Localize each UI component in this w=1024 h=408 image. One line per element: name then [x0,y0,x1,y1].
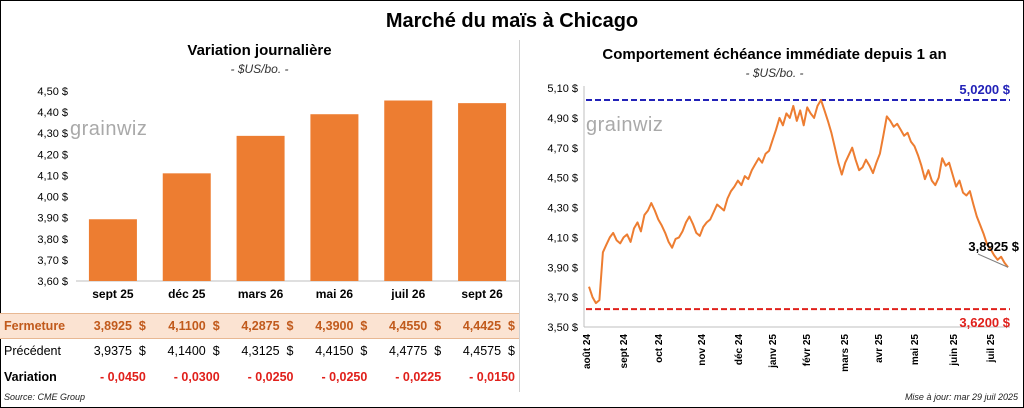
table-row: Fermeture 3,8925 $ 4,1100 $ 4,2875 $ 4,3900 … [0,313,519,339]
left-panel-subtitle: - $US/bo. - [230,62,289,76]
y-tick-label: 4,10 $ [547,232,578,244]
y-tick-label: 4,20 $ [37,149,68,161]
panel-divider [519,40,520,392]
x-category-label: mars 26 [238,287,284,300]
row-label: Fermeture [4,319,66,333]
y-tick-label: 3,70 $ [37,255,68,267]
grainwiz-watermark-right: grainwiz [586,114,664,136]
grainwiz-watermark-left: grainwiz [70,118,148,140]
bar-0 [88,219,137,281]
x-tick-label: févr 25 [802,334,813,367]
last-value-leader [977,253,1009,268]
x-tick-label: mars 25 [840,334,851,372]
bar-4 [384,100,433,281]
table-cell: 3,8925 $ [93,319,146,333]
row-label: Précédent [4,344,61,358]
x-tick-label: janv 25 [768,334,779,369]
y-tick-label: 4,50 $ [547,173,578,185]
x-category-label: déc 25 [168,287,206,300]
table-cell: - 0,0225 [395,370,442,384]
x-category-label: mai 26 [316,287,354,300]
x-tick-label: août 24 [582,334,593,369]
x-category-label: sept 25 [92,287,134,300]
y-tick-label: 3,90 $ [37,213,68,225]
y-tick-label: 3,80 $ [37,234,68,246]
left-panel-title: Variation journalière [187,42,332,59]
table-cell: 3,9375 $ [93,344,146,358]
reference-line-label: 5,0200 $ [959,82,1010,97]
table-row: Variation - 0,0450 - 0,0300 - 0,0250 - 0,025… [0,365,519,389]
table-cell: - 0,0150 [469,370,515,384]
x-tick-label: juin 25 [949,334,960,367]
table-cell: 4,1100 $ [168,319,220,333]
bar-5 [458,103,507,281]
right-panel-title: Comportement échéance immédiate depuis 1… [602,46,947,63]
table-cell: 4,3125 $ [241,344,294,358]
main-title: Marché du maïs à Chicago [385,10,639,32]
y-tick-label: 3,50 $ [547,322,578,334]
x-tick-label: juil 25 [986,334,997,364]
last-value-label: 3,8925 $ [968,239,1019,254]
x-tick-label: sept 24 [619,334,630,369]
y-tick-label: 4,40 $ [37,107,68,119]
table-cell: - 0,0300 [173,370,220,384]
y-tick-label: 4,30 $ [37,128,68,140]
table-cell: 4,2875 $ [241,319,294,333]
source-note: Source: CME Group [4,392,86,402]
row-label: Variation [4,370,57,384]
table-cell: - 0,0450 [99,370,146,384]
table-cell: 4,4550 $ [389,319,442,333]
bar-1 [162,173,211,281]
price-line [588,99,1009,305]
bar-3 [310,114,359,281]
x-category-label: sept 26 [461,287,503,300]
table-cell: 4,4575 $ [462,344,515,358]
y-tick-label: 4,10 $ [37,170,68,182]
x-tick-label: nov 24 [697,334,708,366]
table-cell: 4,4775 $ [389,344,442,358]
x-tick-label: oct 24 [654,334,665,363]
table-cell: - 0,0250 [321,370,368,384]
y-tick-label: 4,00 $ [37,192,68,204]
table-cell: 4,1400 $ [167,344,220,358]
x-tick-label: avr 25 [874,334,885,363]
table-cell: 4,4425 $ [462,319,515,333]
x-tick-label: déc 24 [734,334,745,366]
right-panel-subtitle: - $US/bo. - [745,66,804,80]
x-category-label: juil 26 [390,287,425,300]
table-cell: 4,3900 $ [315,319,368,333]
table-cell: 4,4150 $ [315,344,368,358]
y-tick-label: 3,60 $ [37,276,68,288]
bar-2 [236,135,285,281]
y-tick-label: 4,50 $ [37,86,68,98]
y-tick-label: 4,90 $ [547,113,578,125]
update-note: Mise à jour: mar 29 juil 2025 [904,392,1018,402]
left-bar-chart: 3,60 $ 3,70 $ 3,80 $ 3,90 $ 4,00 $ 4,10 $ 4,20… [37,86,519,300]
x-tick-label: mai 25 [910,334,921,366]
y-tick-label: 4,30 $ [547,203,578,215]
y-tick-label: 4,70 $ [547,143,578,155]
y-tick-label: 3,70 $ [547,292,578,304]
y-tick-label: 3,90 $ [547,262,578,274]
y-tick-label: 5,10 $ [547,83,578,95]
reference-line-label: 3,6200 $ [959,315,1010,330]
table-row: Précédent 3,9375 $ 4,1400 $ 4,3125 $ 4,4150 … [0,339,519,363]
table-cell: - 0,0250 [247,370,294,384]
